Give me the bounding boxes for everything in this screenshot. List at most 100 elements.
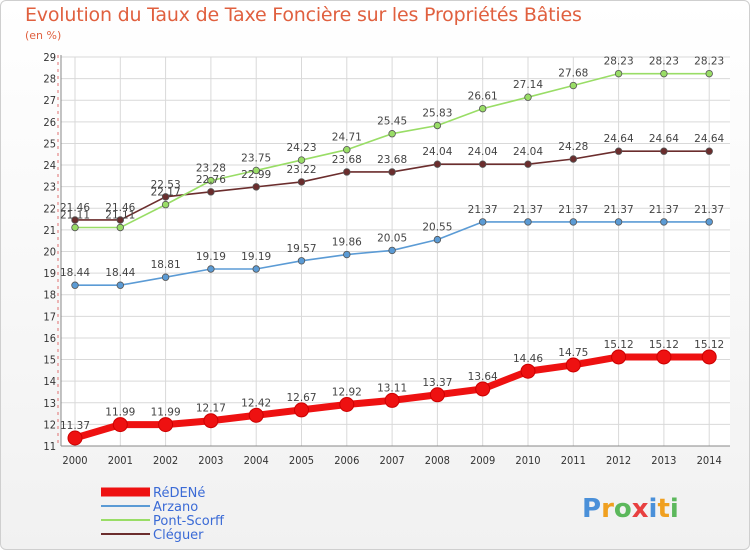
data-point [207,188,215,196]
data-label: 22.17 [151,187,181,199]
x-tick-label: 2002 [153,454,178,467]
data-point [248,407,264,423]
data-label: 19.19 [196,251,226,263]
data-label: 24.28 [558,141,588,153]
y-tick-label: 16 [43,332,56,345]
y-tick-label: 21 [43,224,56,237]
data-label: 24.23 [286,142,316,154]
data-point [158,417,174,433]
data-label: 12.67 [286,392,316,404]
x-tick-label: 2013 [651,454,676,467]
proxiti-logo: Proxiti [582,494,679,524]
x-tick-label: 2006 [334,454,359,467]
y-tick-label: 20 [43,246,56,259]
data-label: 12.17 [196,403,226,415]
y-tick-label: 11 [43,440,56,453]
data-point [433,121,442,130]
data-label: 21.11 [60,210,90,222]
data-label: 23.68 [377,154,407,166]
data-label: 22.53 [151,179,181,191]
data-label: 11.37 [60,420,90,432]
data-label: 21.11 [105,210,135,222]
data-label: 13.64 [468,371,498,383]
data-label: 13.37 [422,377,452,389]
data-point [252,166,260,175]
data-label: 19.57 [286,243,316,255]
data-label: 24.64 [649,133,679,145]
logo-letter: r [601,494,614,524]
logo-letter: t [657,494,669,524]
data-point [479,218,487,226]
y-tick-label: 26 [43,116,56,129]
x-tick-label: 2004 [244,454,269,467]
data-label: 13.11 [377,382,407,394]
data-label: 12.92 [332,387,362,399]
data-point [479,104,487,113]
data-point [252,183,260,191]
data-point [660,218,668,226]
data-point [112,417,128,433]
y-tick-label: 24 [43,159,56,172]
data-label: 15.12 [604,339,634,351]
data-point [339,397,355,413]
data-label: 18.44 [105,267,135,279]
data-label: 27.14 [513,79,543,91]
data-label: 23.75 [241,152,271,164]
logo-letter: x [632,494,649,524]
data-point [660,147,668,155]
x-tick-label: 2003 [198,454,223,467]
data-point [116,223,124,232]
data-point [384,392,400,408]
data-point [161,193,170,201]
data-label: 20.05 [377,232,407,244]
data-point [433,160,442,168]
data-point [71,216,79,224]
y-tick-label: 17 [43,310,56,323]
data-label: 22.76 [196,174,226,186]
data-label: 28.23 [604,56,634,68]
y-tick-label: 13 [43,397,56,410]
data-point [116,216,124,224]
data-label: 21.37 [604,204,634,216]
data-label: 21.37 [558,204,588,216]
data-label: 21.46 [60,202,90,214]
y-tick-label: 14 [43,375,56,388]
data-point [701,349,717,365]
data-point [569,81,577,90]
data-label: 26.61 [468,91,498,103]
legend-label: Pont-Scorff [153,514,225,529]
data-label: 21.46 [105,202,135,214]
y-tick-label: 22 [43,202,56,215]
data-label: 14.46 [513,353,543,365]
data-label: 11.99 [105,407,135,419]
x-tick-label: 2012 [606,454,631,467]
data-point [475,381,491,397]
data-point [614,147,623,155]
data-point [67,430,83,446]
x-tick-label: 2001 [108,454,133,467]
y-tick-label: 27 [43,94,56,107]
y-tick-label: 29 [43,51,56,64]
data-point [388,246,396,255]
data-label: 28.23 [649,56,679,68]
chart-subtitle: (en %) [25,29,62,42]
data-point [611,349,627,365]
data-point [479,160,487,168]
data-point [294,402,309,418]
data-point [343,168,351,176]
legend-label: Cléguer [153,528,204,543]
data-point [203,413,219,429]
data-label: 21.37 [468,204,498,216]
data-label: 15.12 [694,339,724,351]
data-label: 28.23 [694,56,724,68]
logo-letter: P [582,494,601,524]
data-label: 12.42 [241,397,271,409]
data-point [161,200,170,209]
data-point [524,160,532,168]
data-point [524,218,532,226]
data-point [614,218,623,226]
data-point [520,363,536,379]
data-label: 27.68 [558,68,588,80]
data-point [297,156,306,164]
